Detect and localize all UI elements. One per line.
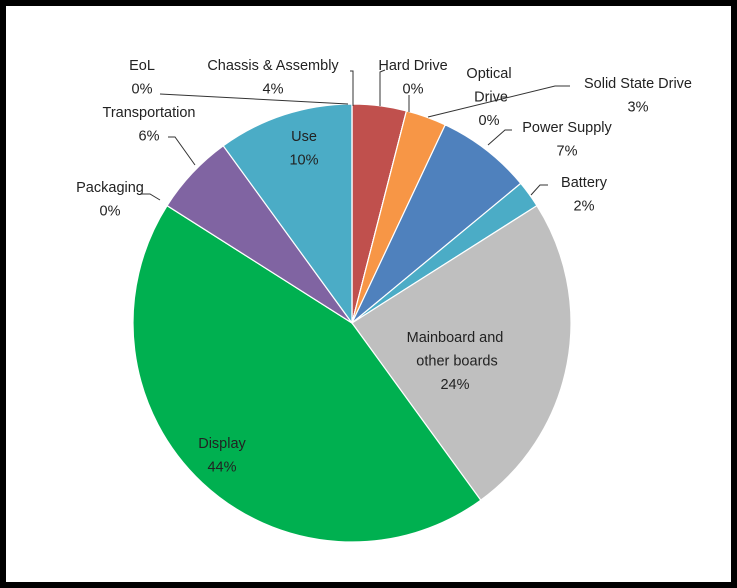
value-label: 3% — [628, 99, 649, 115]
value-label: 4% — [263, 81, 284, 97]
value-label: 0% — [132, 81, 153, 97]
pie — [132, 103, 572, 543]
value-label: 10% — [289, 152, 318, 168]
slice-label: Use — [291, 129, 317, 145]
pie-slice — [351, 204, 572, 502]
slice-label: Packaging — [76, 180, 144, 196]
slice-label: Power Supply — [522, 120, 612, 136]
slice-label: EoL — [129, 58, 155, 74]
value-label: 24% — [440, 377, 469, 393]
value-label: 44% — [207, 459, 236, 475]
value-label: 0% — [403, 81, 424, 97]
slice-label: Optical Drive — [466, 66, 511, 106]
slice-label: Chassis & Assembly — [207, 58, 339, 74]
slice-label: Transportation — [103, 105, 196, 121]
slice-label: Mainboard and other boards — [407, 330, 504, 370]
slice-label: Display — [198, 436, 246, 452]
value-label: 0% — [100, 203, 121, 219]
labels: Chassis & Assembly 4% Hard Drive 0% Optical … — [76, 58, 692, 476]
pie-slice — [132, 204, 482, 543]
value-label: 6% — [139, 128, 160, 144]
value-label: 2% — [574, 198, 595, 214]
slice-label: Solid State Drive — [584, 76, 692, 92]
slice-label: Hard Drive — [378, 58, 447, 74]
value-label: 0% — [479, 113, 500, 129]
slice-label: Battery — [561, 175, 608, 191]
leader-lines — [140, 69, 570, 201]
value-label: 7% — [557, 143, 578, 159]
